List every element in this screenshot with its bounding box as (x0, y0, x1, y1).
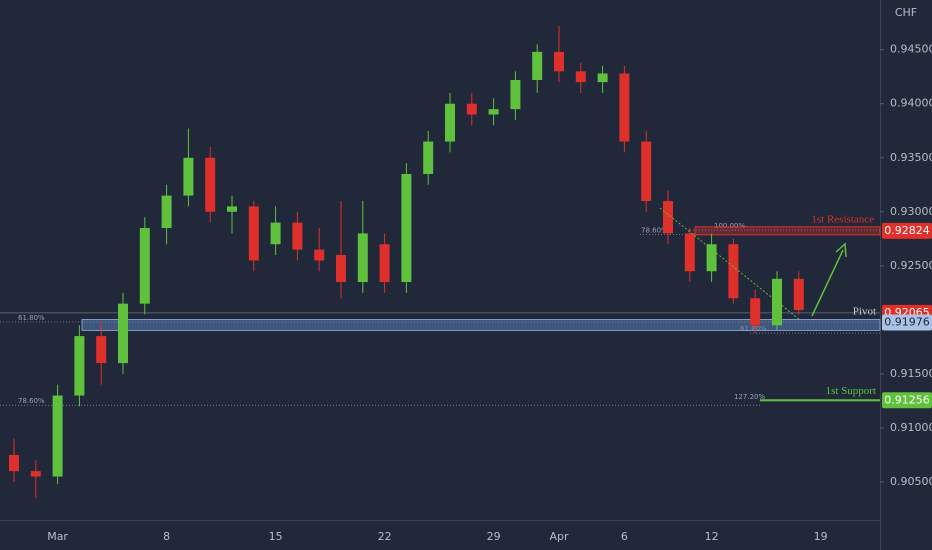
x-tick-label: 6 (621, 530, 628, 543)
price-box (882, 392, 932, 409)
pivot-zone (81, 319, 881, 331)
arrow-head (835, 242, 847, 258)
candle-body (488, 109, 499, 115)
level-name: Pivot (853, 305, 876, 317)
candle-body (532, 51, 543, 80)
candle-body (641, 141, 652, 201)
candle-body (379, 244, 390, 283)
y-tick-label: 0.92500 (890, 259, 932, 272)
y-tick-label: 0.93500 (890, 151, 932, 164)
candle-body (292, 222, 303, 250)
candle-body (96, 336, 107, 364)
candle-body (183, 157, 194, 196)
candle-body (706, 244, 717, 272)
x-tick-label: Apr (549, 530, 569, 543)
y-tick-label: 0.93000 (890, 205, 932, 218)
fib-label: 78.60% (18, 397, 45, 405)
fib-label: 78.60% (641, 226, 668, 234)
candle-body (793, 278, 804, 311)
x-tick-label: 19 (814, 530, 828, 543)
candle-body (663, 200, 673, 234)
price-box-label: 0.92824 (884, 224, 930, 237)
candle-body (750, 298, 761, 326)
candle-body (314, 249, 325, 261)
candle-body (139, 228, 150, 304)
y-tick-label: 0.94500 (890, 43, 932, 56)
price-box (882, 222, 932, 239)
candle-body (554, 51, 564, 72)
price-box-label: 0.91256 (884, 393, 930, 406)
level-name: 1st Resistance (811, 213, 874, 225)
candle-body (52, 395, 63, 477)
plot: 0.90500 0.91000 0.91500 0.92500 0.93000 0.935… (0, 25, 932, 543)
candle-body (336, 255, 346, 283)
y-tick-label: 0.91000 (890, 421, 932, 434)
candle-body (772, 278, 782, 326)
candle-body (423, 141, 434, 174)
candle-body (30, 471, 41, 477)
level-name: 1st Support (826, 385, 876, 397)
fib-label: 127.20% (734, 393, 765, 401)
x-tick-label: Mar (47, 530, 68, 543)
candle-body (118, 303, 128, 364)
candle-body (9, 454, 19, 472)
candle-body (357, 233, 368, 283)
candle-body (466, 103, 477, 115)
candle-body (619, 73, 630, 142)
candle-body (161, 195, 172, 229)
candle-body (728, 244, 739, 299)
fib-label: 100.00% (714, 222, 745, 230)
candle-body (445, 103, 455, 142)
x-tick-label: 15 (269, 530, 283, 543)
x-tick-label: 8 (163, 530, 170, 543)
y-tick-label: 0.94000 (890, 97, 932, 110)
y-tick-label: 0.91500 (890, 367, 932, 380)
candle-body (227, 206, 237, 212)
trend-line (659, 207, 801, 321)
candle-body (597, 73, 608, 83)
price-box (882, 314, 932, 331)
resistance-zone (694, 226, 881, 236)
candle-body (248, 206, 259, 261)
candle-body (270, 222, 281, 245)
currency-label: CHF (895, 6, 917, 19)
candle-body (510, 79, 521, 110)
candle-body (401, 173, 412, 283)
x-tick-label: 29 (487, 530, 501, 543)
candle-body (74, 336, 85, 396)
y-tick-label: 0.90500 (890, 475, 932, 488)
candle-body (575, 71, 586, 83)
candle-body (684, 233, 695, 272)
x-tick-label: 22 (378, 530, 392, 543)
x-tick-label: 12 (705, 530, 719, 543)
price-box-label: 0.91976 (884, 315, 930, 328)
fib-label: 61.80% (18, 314, 45, 322)
candle-body (205, 157, 216, 212)
projection-arrow (811, 249, 844, 317)
